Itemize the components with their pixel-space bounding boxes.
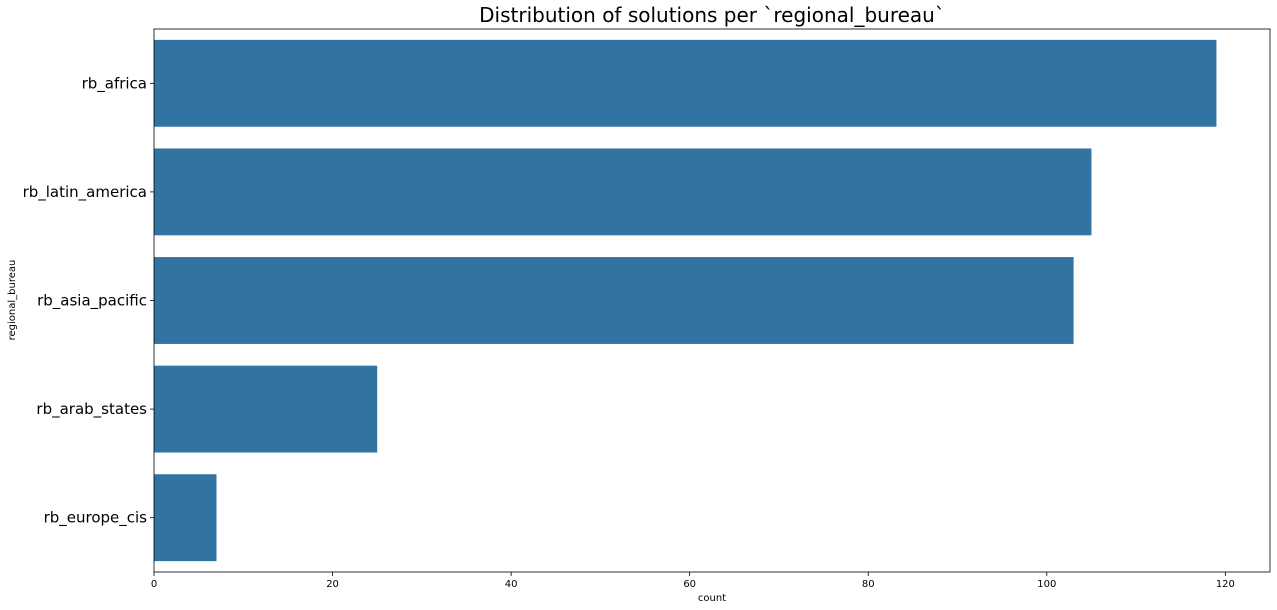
bar-rb_africa: [154, 39, 1217, 127]
x-tick-label: 0: [151, 579, 157, 590]
x-axis-ticks: 0 20 40 60 80 100 120: [151, 572, 1235, 590]
x-tick-label: 80: [862, 579, 875, 590]
x-tick-label: 60: [683, 579, 696, 590]
chart-title: Distribution of solutions per `regional_…: [479, 3, 945, 27]
bars-group: [154, 39, 1217, 562]
category-label: rb_latin_america: [23, 183, 147, 202]
bar-rb_europe_cis: [154, 474, 217, 562]
y-axis-label: regional_bureau: [7, 260, 18, 341]
category-label: rb_europe_cis: [44, 509, 148, 528]
category-label: rb_asia_pacific: [37, 292, 147, 311]
category-labels: rb_africa rb_latin_america rb_asia_pacific…: [23, 74, 154, 528]
x-tick-label: 20: [326, 579, 339, 590]
bar-rb_asia_pacific: [154, 257, 1074, 344]
bar-rb_arab_states: [154, 365, 378, 453]
bar-rb_latin_america: [154, 148, 1092, 236]
plot-frame: [153, 28, 1271, 573]
x-tick-label: 100: [1037, 579, 1056, 590]
x-axis-label: count: [698, 593, 726, 604]
category-label: rb_africa: [82, 74, 147, 93]
category-label: rb_arab_states: [36, 400, 147, 419]
x-tick-label: 40: [505, 579, 518, 590]
x-tick-label: 120: [1216, 579, 1235, 590]
